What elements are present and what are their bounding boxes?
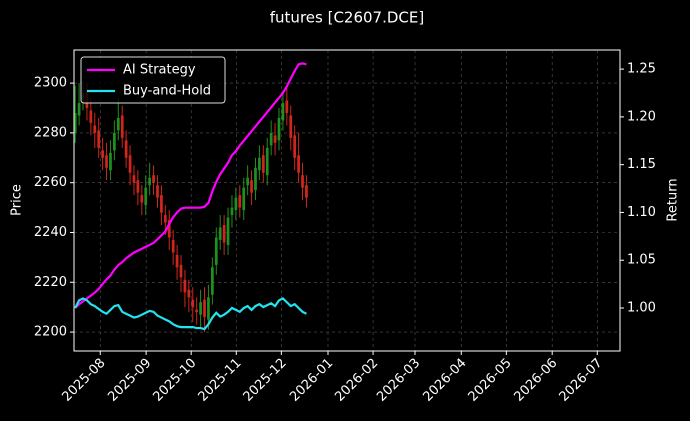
candle-body	[210, 267, 214, 295]
candle-body	[301, 175, 304, 188]
candle-body	[120, 115, 124, 138]
candle-body	[258, 157, 261, 171]
candle-body	[93, 125, 97, 133]
candle-body	[124, 140, 128, 158]
candle-body	[144, 187, 148, 206]
y-tick-label: 2240	[34, 225, 67, 240]
candle-body	[136, 180, 140, 193]
candle-body	[140, 195, 144, 203]
candle-body	[265, 147, 269, 176]
candle-body	[101, 150, 104, 158]
candle-body	[171, 239, 175, 253]
candle-body	[191, 299, 195, 308]
candle-body	[305, 185, 308, 198]
candle-body	[203, 299, 206, 318]
y2-tick-label: 1.15	[627, 157, 656, 172]
candle-body	[105, 155, 108, 168]
candle-body	[250, 180, 253, 193]
y2-tick-label: 1.10	[627, 205, 656, 220]
candle-body	[183, 279, 187, 293]
candle-body	[261, 155, 265, 173]
series-line	[74, 62, 307, 309]
candle-body	[226, 217, 230, 245]
candle-body	[152, 175, 155, 183]
candle-body	[187, 289, 191, 298]
candle-body	[199, 302, 202, 315]
candle-body	[179, 264, 183, 278]
candle-body	[214, 237, 218, 265]
y2-tick-label: 1.00	[627, 301, 656, 316]
candle-body	[218, 227, 222, 240]
candle-body	[195, 309, 199, 313]
candle-body	[97, 130, 101, 148]
candle-body	[254, 167, 257, 191]
candle-body	[238, 195, 242, 208]
y2-axis-label: Return	[666, 178, 681, 221]
y-axis-label: Price	[10, 184, 25, 216]
candle-body	[77, 103, 81, 116]
candle-body	[113, 132, 116, 151]
candle-body	[269, 132, 273, 146]
y-tick-label: 2200	[34, 325, 67, 340]
candle-body	[175, 254, 179, 268]
candle-body	[132, 175, 136, 183]
candle-body	[156, 185, 159, 198]
candle-body	[109, 152, 112, 171]
candle-body	[207, 297, 210, 320]
candle-body	[281, 103, 285, 121]
legend-box	[80, 56, 226, 104]
legend-label: Buy-and-Hold	[123, 84, 211, 99]
candle-body	[273, 135, 277, 143]
candle-body	[167, 220, 171, 238]
y-tick-label: 2220	[34, 275, 67, 290]
candle-body	[289, 115, 293, 138]
candle-body	[285, 100, 289, 113]
y-tick-label: 2260	[34, 175, 67, 190]
candle-body	[230, 207, 234, 216]
candle-body	[160, 195, 163, 213]
candle-body	[73, 112, 77, 133]
chart-title: futures [C2607.DCE]	[270, 9, 424, 27]
candle-body	[148, 177, 152, 186]
y2-tick-label: 1.05	[627, 253, 656, 268]
candle-body	[246, 177, 250, 186]
candle-body	[89, 110, 93, 123]
candle-body	[128, 155, 132, 173]
candle-body	[234, 197, 238, 211]
candle-body	[116, 117, 120, 131]
candle-body	[222, 225, 226, 243]
plot-frame	[73, 49, 621, 352]
y-tick-label: 2300	[34, 76, 67, 91]
candle-body	[277, 117, 281, 141]
candle-body	[293, 135, 297, 158]
legend-label: AI Strategy	[123, 63, 196, 78]
y2-tick-label: 1.25	[627, 62, 656, 77]
series-line	[74, 297, 307, 331]
candle-body	[163, 215, 167, 223]
candle-body	[242, 187, 246, 211]
y-tick-label: 2280	[34, 125, 67, 140]
candle-body	[297, 155, 300, 173]
y2-tick-label: 1.20	[627, 109, 656, 124]
